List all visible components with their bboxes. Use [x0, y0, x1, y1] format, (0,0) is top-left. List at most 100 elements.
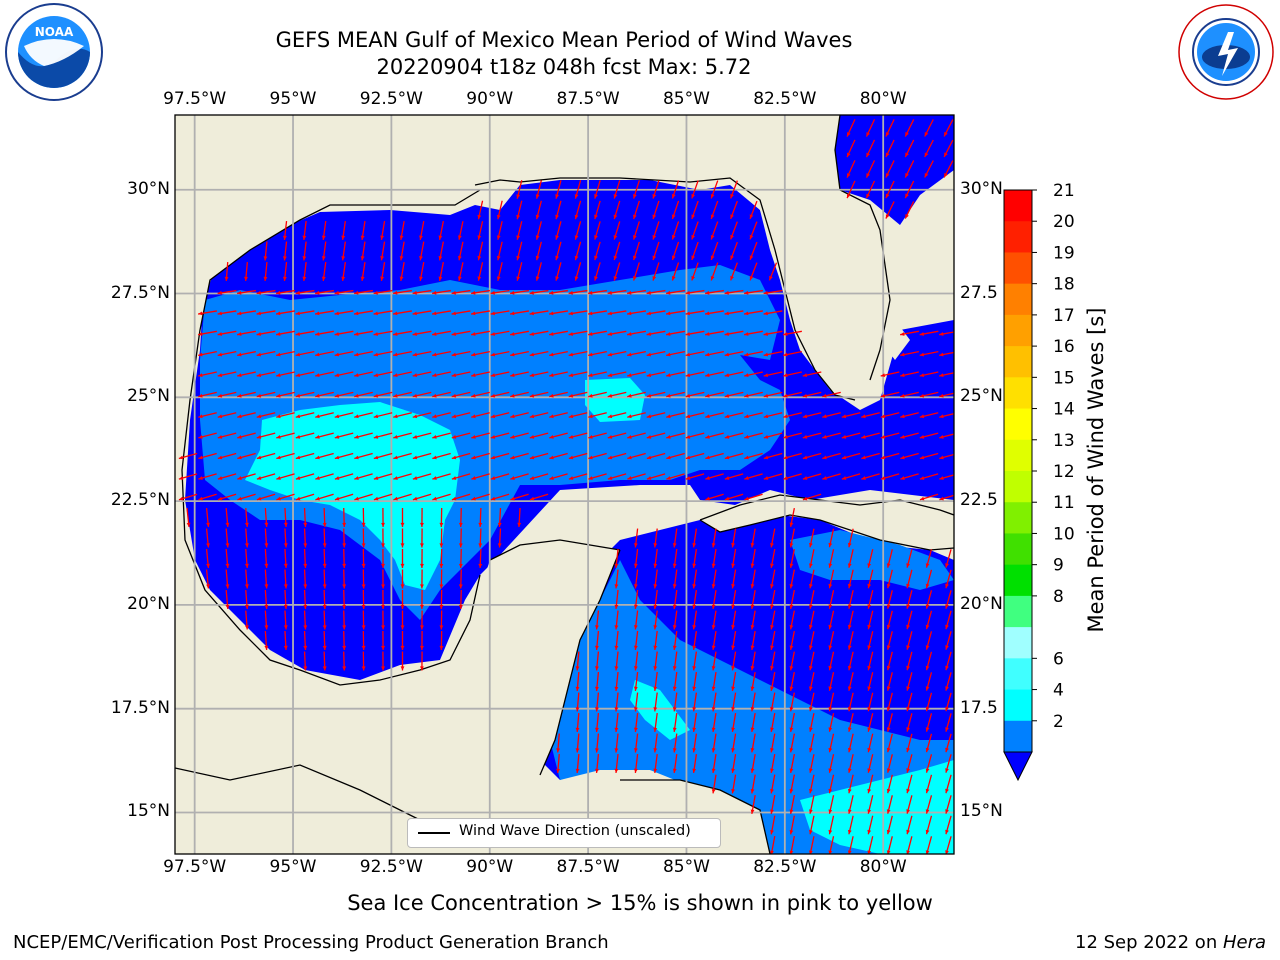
wave-direction-arrow: [886, 815, 893, 835]
wave-direction-arrow: [867, 733, 874, 753]
wave-direction-arrow: [666, 412, 685, 419]
wave-direction-arrow: [516, 221, 523, 240]
wave-direction-arrow: [847, 713, 854, 732]
wave-direction-arrow: [925, 733, 933, 753]
wave-direction-arrow: [924, 139, 934, 158]
wave-direction-arrow: [458, 507, 463, 528]
wave-direction-arrow: [549, 391, 568, 398]
wave-direction-arrow: [802, 432, 822, 439]
wave-direction-arrow: [283, 507, 288, 528]
wave-direction-arrow: [217, 473, 237, 480]
wave-direction-arrow: [646, 371, 666, 378]
wave-direction-arrow: [724, 432, 744, 439]
wave-direction-arrow: [750, 754, 756, 773]
wave-direction-arrow: [900, 391, 919, 398]
wave-direction-arrow: [458, 528, 463, 548]
wave-direction-arrow: [724, 473, 744, 480]
wave-direction-arrow: [614, 630, 619, 651]
wave-direction-arrow: [303, 528, 308, 548]
wave-direction-arrow: [381, 630, 385, 651]
wave-direction-arrow: [789, 795, 795, 814]
lat-tick-right: 20°N: [960, 593, 1003, 614]
wave-direction-arrow: [439, 548, 444, 569]
wave-direction-arrow: [919, 330, 939, 336]
wave-direction-arrow: [867, 651, 874, 671]
wave-direction-arrow: [750, 528, 756, 548]
wave-direction-arrow: [419, 241, 425, 261]
wave-direction-arrow: [646, 351, 666, 357]
wave-direction-arrow: [529, 371, 549, 378]
wave-direction-arrow: [342, 630, 347, 651]
wave-direction-arrow: [607, 391, 627, 398]
wave-direction-arrow: [322, 589, 327, 610]
wave-direction-arrow: [900, 452, 919, 460]
wave-direction-arrow: [945, 692, 952, 712]
wave-direction-arrow: [945, 631, 952, 650]
wave-direction-arrow: [906, 815, 913, 835]
wave-direction-arrow: [672, 713, 678, 732]
wave-direction-arrow: [627, 351, 646, 357]
wave-direction-arrow: [886, 549, 893, 568]
colorbar-tick-label: 12: [1053, 462, 1075, 482]
wave-direction-arrow: [906, 795, 913, 814]
wave-direction-arrow: [354, 493, 373, 501]
wave-direction-arrow: [906, 733, 913, 753]
wave-direction-arrow: [724, 289, 744, 295]
machine-name: Hera: [1222, 932, 1266, 953]
wave-direction-arrow: [828, 549, 835, 568]
wave-direction-arrow: [282, 241, 288, 261]
lon-tick-bottom: 97.5°W: [163, 857, 227, 877]
wave-direction-arrow: [510, 452, 529, 460]
wave-direction-arrow: [303, 507, 308, 528]
wave-direction-arrow: [789, 569, 795, 589]
wave-direction-arrow: [672, 672, 678, 691]
wave-direction-arrow: [264, 507, 269, 528]
wave-direction-arrow: [225, 548, 230, 569]
wave-direction-arrow: [861, 473, 880, 480]
wave-direction-arrow: [432, 452, 451, 460]
wave-direction-arrow: [237, 473, 256, 480]
wave-direction-arrow: [607, 371, 627, 378]
wave-direction-arrow: [334, 432, 354, 439]
wave-direction-arrow: [763, 412, 783, 419]
wave-direction-arrow: [724, 493, 744, 501]
wave-direction-arrow: [420, 651, 424, 671]
wave-direction-arrow: [789, 692, 795, 712]
wave-direction-arrow: [770, 610, 776, 630]
wave-direction-arrow: [671, 262, 680, 281]
wave-direction-arrow: [847, 569, 854, 589]
wave-direction-arrow: [880, 452, 900, 460]
wave-direction-arrow: [451, 391, 471, 398]
wave-direction-arrow: [646, 310, 666, 316]
wave-direction-arrow: [393, 391, 412, 398]
wave-direction-arrow: [458, 548, 463, 569]
wave-direction-arrow: [711, 590, 717, 609]
map-frame: [174, 114, 955, 855]
colorbar-segment: [1004, 283, 1032, 316]
wave-direction-arrow: [906, 569, 913, 589]
wave-direction-arrow: [919, 473, 939, 480]
wave-direction-arrow: [264, 589, 269, 610]
wave-direction-arrow: [633, 630, 639, 651]
wave-direction-arrow: [549, 351, 568, 357]
wave-direction-arrow: [477, 241, 484, 261]
wave-direction-arrow: [685, 330, 705, 336]
wave-direction-arrow: [770, 590, 776, 609]
wave-direction-arrow: [458, 569, 463, 589]
wave-direction-arrow: [847, 610, 854, 630]
wave-direction-arrow: [361, 569, 366, 589]
wave-direction-arrow: [315, 351, 334, 357]
wave-direction-arrow: [744, 351, 763, 357]
colorbar-segment: [1004, 252, 1032, 285]
wave-direction-arrow: [919, 452, 939, 460]
wave-direction-arrow: [925, 569, 933, 589]
wave-direction-arrow: [245, 589, 249, 610]
wave-direction-arrow: [886, 713, 893, 732]
wave-direction-arrow: [731, 774, 737, 794]
colorbar-extend-arrow: [1003, 751, 1033, 782]
wave-direction-arrow: [198, 412, 217, 419]
wave-direction-arrow: [672, 528, 678, 548]
colorbar-segment: [1004, 627, 1032, 659]
wave-direction-arrow: [809, 672, 815, 691]
wave-direction-arrow: [614, 569, 619, 589]
